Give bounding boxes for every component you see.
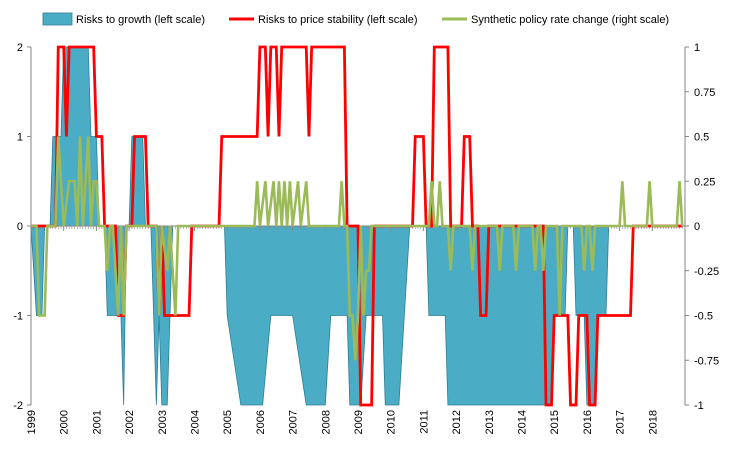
legend-label: Risks to price stability (left scale) — [258, 14, 418, 26]
right-axis-tick-label: -0.25 — [694, 266, 719, 278]
x-axis-tick-label: 2016 — [582, 410, 594, 434]
right-axis-tick-label: 0.5 — [694, 132, 709, 144]
right-axis-tick-label: 0.25 — [694, 176, 715, 188]
x-axis-tick-label: 2008 — [320, 410, 332, 434]
x-axis-tick-label: 2017 — [615, 410, 627, 434]
right-axis-tick-label: -1 — [694, 400, 704, 412]
right-axis-tick-label: -0.75 — [694, 355, 719, 367]
x-axis-tick-label: 2006 — [255, 410, 267, 434]
x-axis-tick-label: 2013 — [484, 410, 496, 434]
x-axis-tick-label: 2010 — [386, 410, 398, 434]
right-axis-tick-label: -0.5 — [694, 311, 713, 323]
x-axis-tick-label: 2001 — [91, 410, 103, 434]
x-axis-tick-label: 2003 — [157, 410, 169, 434]
x-axis-tick-label: 2007 — [288, 410, 300, 434]
right-axis-tick-label: 0 — [694, 221, 700, 233]
legend-label: Risks to growth (left scale) — [76, 14, 205, 26]
x-axis-tick-label: 2018 — [647, 410, 659, 434]
line-series-policy-rate — [31, 136, 684, 361]
left-axis-tick-label: -1 — [13, 311, 23, 323]
x-axis-tick-label: 2000 — [59, 410, 71, 434]
x-axis-tick-label: 2005 — [222, 410, 234, 434]
x-axis-tick-label: 2002 — [124, 410, 136, 434]
x-axis-tick-label: 2012 — [451, 410, 463, 434]
left-axis-tick-label: -2 — [13, 400, 23, 412]
left-axis-tick-label: 0 — [17, 221, 23, 233]
axes-layer: -2 -1 0 1 2 -1 -0.75 -0.5 -0.25 0 0.25 0.5 0.75 1 1999… — [13, 42, 719, 434]
left-axis-tick-label: 1 — [17, 132, 23, 144]
legend-label: Synthetic policy rate change (right scal… — [471, 14, 669, 26]
line-layer — [31, 45, 684, 407]
x-axis-tick-label: 2011 — [418, 410, 430, 434]
x-axis-tick-label: 2014 — [517, 410, 529, 434]
x-axis-tick-label: 2009 — [353, 410, 365, 434]
x-axis-tick-label: 2004 — [190, 410, 202, 434]
legend: Risks to growth (left scale) Risks to pri… — [42, 12, 669, 26]
left-axis-tick-label: 2 — [17, 42, 23, 54]
right-axis-tick-label: 1 — [694, 42, 700, 54]
x-axis-tick-label: 2015 — [549, 410, 561, 434]
right-axis-tick-label: 0.75 — [694, 87, 715, 99]
x-axis-tick-label: 1999 — [26, 410, 38, 434]
legend-swatch-growth — [42, 12, 73, 26]
